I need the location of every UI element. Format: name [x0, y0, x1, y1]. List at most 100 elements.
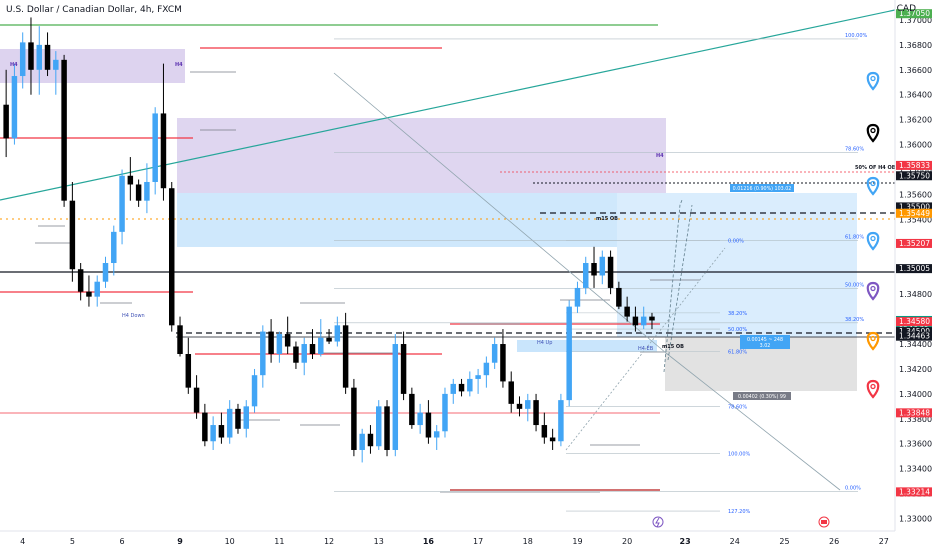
candle-body: [86, 291, 92, 297]
candle-body: [276, 334, 283, 354]
candle-body: [376, 406, 382, 447]
candle-body: [400, 344, 407, 394]
fib-level-label: 0.00%: [845, 486, 861, 492]
annotation-m15-ob: m15 OB: [662, 344, 684, 350]
candle-body: [450, 383, 456, 394]
candle-body: [334, 325, 341, 342]
location-pin-icon: [870, 127, 876, 134]
price-axis-tick: 1.33600: [899, 440, 932, 449]
candle-body: [44, 44, 51, 70]
price-label-box: [896, 331, 932, 341]
candle-body: [384, 406, 390, 450]
candle-body: [53, 59, 59, 70]
candle-body: [268, 331, 274, 354]
candle-body: [19, 42, 26, 77]
projection-path: [667, 204, 693, 361]
fib-level-label: 61.80%: [728, 350, 747, 356]
price-label-text: 1.33848: [899, 408, 930, 417]
location-pin-icon: [870, 75, 876, 82]
candle-body: [525, 400, 531, 409]
candle-body: [11, 76, 18, 139]
price-label-text: 1.33214: [899, 487, 930, 496]
candle-body: [599, 256, 606, 276]
price-label-box: [896, 487, 932, 497]
candle-body: [185, 354, 192, 388]
candle-body: [483, 362, 490, 376]
stop-info-box: [733, 392, 791, 400]
price-axis-tick: 1.34800: [899, 290, 932, 299]
price-label-text: 1.35833: [899, 161, 930, 170]
price-axis-tick: 1.33400: [899, 465, 932, 474]
candle-body: [127, 175, 134, 185]
candle-body: [61, 59, 67, 201]
annotation-h4-eq: H4 EB: [638, 346, 654, 352]
ascending-trendline: [0, 9, 896, 201]
candle-body: [632, 316, 639, 326]
candle-body: [442, 393, 448, 432]
price-axis-tick: 1.37000: [899, 16, 932, 25]
h4-up-zone: [517, 340, 657, 352]
candle-body: [135, 184, 142, 201]
canada-flag-icon: [821, 520, 827, 524]
location-pin-icon: [866, 176, 880, 196]
candle-body: [458, 383, 465, 392]
location-pin-icon: [866, 71, 880, 91]
currency-label: CAD: [896, 4, 916, 14]
candle-body: [309, 344, 316, 354]
position-info-text: 3.02: [760, 343, 771, 349]
fib-level-label: 78.60%: [845, 147, 864, 153]
candle-body: [144, 181, 150, 201]
annotation-50pct-h4-ob: 50% OF H4 OB: [855, 165, 896, 171]
time-axis-label: 27: [879, 537, 889, 546]
candle-body: [624, 306, 630, 317]
stop-info-text: 0.00402 (0.30%) 99: [738, 394, 786, 400]
candle-body: [583, 263, 589, 288]
price-label-text: 1.35005: [899, 264, 930, 273]
candle-body: [102, 263, 109, 282]
price-axis-tick: 1.33000: [899, 515, 932, 524]
candle-body: [491, 344, 498, 363]
candle-body: [417, 412, 423, 426]
position-info-box: [740, 335, 790, 349]
time-axis-label: 5: [70, 537, 75, 546]
candle-body: [260, 331, 266, 376]
candle-body: [516, 403, 523, 409]
price-label-text: 1.35750: [899, 171, 930, 180]
price-label-box: [896, 171, 932, 181]
fib-level-label: 50.00%: [728, 327, 747, 333]
symbol-title: U.S. Dollar / Canadian Dollar, 4h, FXCM: [6, 5, 182, 15]
price-label-text: 1.35500: [899, 202, 930, 211]
candle-body: [111, 231, 117, 264]
candle-body: [69, 200, 76, 270]
location-pin-icon: [870, 335, 876, 342]
candle-body: [409, 393, 415, 426]
annotation-m15-ob: m15 OB: [596, 216, 618, 222]
candle-body: [177, 325, 183, 354]
candle-body: [351, 387, 357, 450]
candle-body: [591, 263, 597, 276]
fib-level-label: 78.60%: [728, 404, 747, 410]
candle-body: [77, 269, 84, 292]
candle-body: [359, 433, 365, 450]
annotation-h4-down: H4 Down: [122, 313, 145, 319]
price-axis-tick: 1.36400: [899, 91, 932, 100]
location-pin-icon: [870, 383, 876, 390]
price-label-text: 1.34463: [899, 332, 930, 341]
price-axis-tick: 1.33800: [899, 415, 932, 424]
price-label-box: [896, 202, 932, 212]
price-axis-tick: 1.36000: [899, 141, 932, 150]
price-label-box: [896, 208, 932, 218]
candle-body: [475, 375, 481, 379]
time-axis-label: 13: [374, 537, 384, 546]
price-label-text: 1.37050: [899, 9, 930, 18]
price-label-box: [896, 408, 932, 418]
candle-body: [210, 425, 216, 442]
price-label-box: [896, 264, 932, 274]
h4-supply-zone: [177, 118, 666, 193]
time-axis-label: 26: [829, 537, 839, 546]
h4-ob-zone: [177, 193, 617, 247]
candle-body: [251, 375, 258, 407]
fib-level-label: 38.20%: [728, 311, 747, 317]
